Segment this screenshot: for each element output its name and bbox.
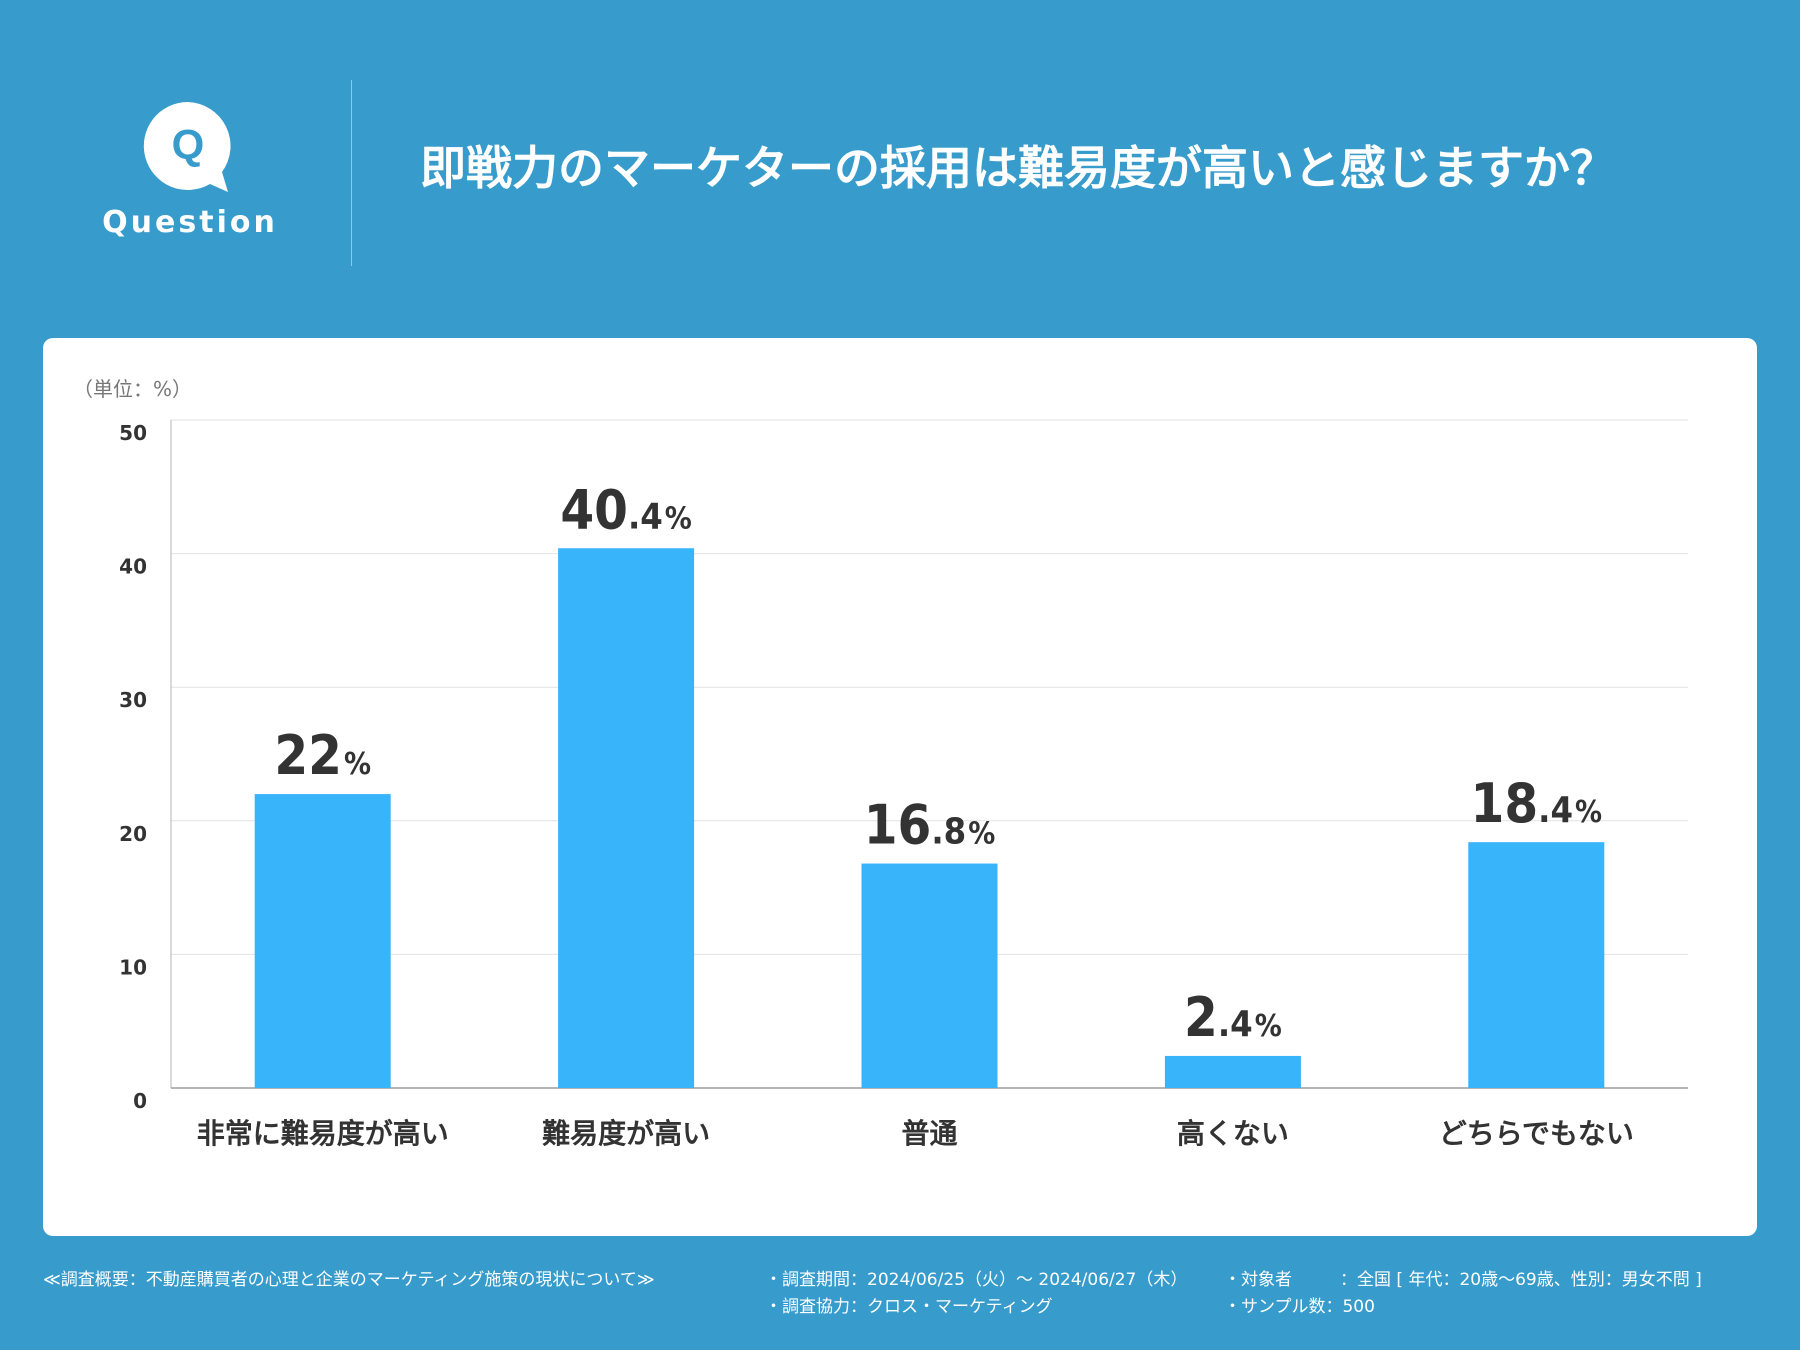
question-label: Question [102,205,278,240]
data-label-decimal: .8 [931,812,966,853]
bar [1164,1055,1301,1088]
footer-target-label: ・対象者 [1224,1270,1292,1290]
category-label: 非常に難易度が高い [197,1117,449,1150]
q-bubble-icon: Q [143,101,231,192]
bar [558,548,695,1088]
data-label-main: 18 [1471,772,1539,835]
y-tick-label: 40 [119,555,147,579]
q-letter: Q [172,121,205,168]
footer-summary: ≪調査概要：不動産購買者の心理と企業のマーケティング施策の現状について≫ [43,1270,655,1290]
data-label: 22% [274,724,371,787]
data-label-decimal: .4 [1538,790,1573,831]
data-label-decimal: .4 [628,496,663,537]
y-tick-label: 50 [119,421,147,445]
category-label: どちらでもない [1439,1117,1634,1150]
data-label-main: 16 [864,794,932,857]
y-tick-label: 30 [119,688,147,712]
data-label: 16.8% [864,794,996,857]
footer-sample: ・サンプル数：500 [1224,1297,1375,1317]
data-label-main: 22 [274,724,342,787]
data-label: 40.4% [560,478,692,541]
category-label: 普通 [901,1117,957,1150]
y-tick-label: 10 [119,955,147,979]
footer-target-value: ：全国 [ 年代：20歳〜69歳、性別：男女不問 ] [1340,1270,1702,1290]
footer-cooperation: ・調査協力：クロス・マーケティング [765,1297,1053,1317]
y-tick-label: 20 [119,822,147,846]
data-label-percent: % [968,817,995,852]
bar [861,863,998,1088]
category-label: 高くない [1177,1117,1289,1150]
bar [1468,842,1605,1088]
chart-panel: （単位：%） 0 10 20 30 40 50 22% 40.4% 16.8% 2.4% 18.4… [43,338,1757,1236]
data-label-percent: % [665,501,692,536]
data-label: 18.4% [1471,772,1603,835]
unit-label: （単位：%） [73,377,192,401]
category-label: 難易度が高い [542,1117,710,1150]
y-tick-label: 0 [133,1089,147,1113]
data-label-percent: % [1575,795,1602,830]
data-label-decimal: .4 [1218,1004,1253,1045]
footer-period: ・調査期間：2024/06/25（火）〜 2024/06/27（木） [765,1270,1188,1290]
question-title: 即戦力のマーケターの採用は難易度が高いと感じますか？ [420,141,1616,195]
header-divider [351,80,352,266]
data-label-percent: % [344,747,371,782]
data-label-main: 40 [560,478,628,541]
bar [254,794,391,1088]
data-label-main: 2 [1184,986,1218,1049]
data-label: 2.4% [1184,986,1282,1049]
data-label-percent: % [1255,1009,1282,1044]
